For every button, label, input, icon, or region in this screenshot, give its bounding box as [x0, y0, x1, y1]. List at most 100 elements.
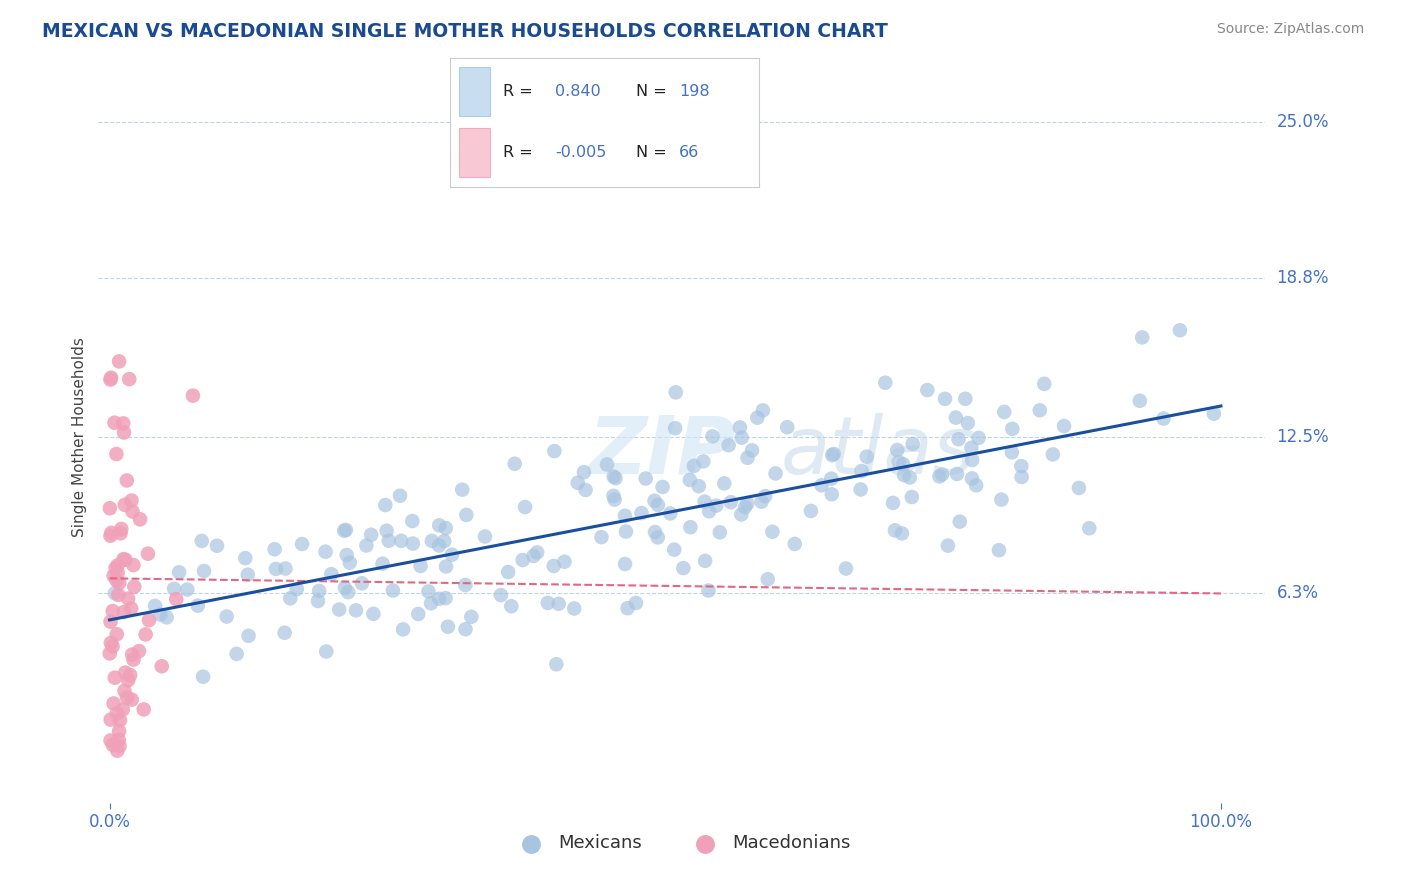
Point [335, 523, 357, 537]
Point [522, 549, 544, 563]
Point [754, 489, 776, 503]
Text: N =: N = [636, 84, 666, 99]
Point [665, 385, 688, 400]
Y-axis label: Single Mother Households: Single Mother Households [72, 337, 87, 537]
Point [730, 508, 752, 522]
Text: -0.005: -0.005 [555, 145, 606, 160]
Point [238, 629, 260, 643]
Point [101, 640, 124, 654]
Point [1001, 445, 1024, 459]
Point [751, 494, 773, 508]
Point [800, 504, 823, 518]
Point [100, 733, 122, 747]
Point [591, 530, 613, 544]
Point [205, 539, 228, 553]
Point [756, 572, 779, 586]
Point [1130, 330, 1153, 344]
Point [100, 525, 122, 540]
Point [851, 464, 873, 478]
Point [135, 627, 157, 641]
Point [377, 533, 399, 548]
Point [104, 586, 127, 600]
Point [562, 601, 585, 615]
Point [264, 562, 287, 576]
Text: R =: R = [502, 84, 533, 99]
Point [875, 376, 897, 390]
Point [388, 489, 411, 503]
Point [128, 644, 150, 658]
Point [108, 739, 131, 753]
Point [100, 529, 122, 543]
Point [427, 518, 450, 533]
Point [917, 383, 939, 397]
Point [339, 556, 361, 570]
Point [273, 625, 295, 640]
Point [114, 684, 136, 698]
Point [717, 438, 740, 452]
Point [679, 473, 702, 487]
Text: ZIP: ZIP [589, 413, 735, 491]
Point [434, 559, 457, 574]
Point [474, 529, 496, 543]
Point [107, 588, 129, 602]
Point [420, 533, 443, 548]
Point [934, 392, 956, 406]
Point [121, 493, 143, 508]
Point [122, 558, 145, 572]
Point [683, 458, 706, 473]
Point [454, 578, 477, 592]
Point [512, 553, 534, 567]
Point [702, 429, 724, 443]
Point [644, 493, 666, 508]
Point [100, 615, 122, 629]
Point [882, 496, 904, 510]
Point [187, 599, 209, 613]
Point [688, 479, 710, 493]
Text: atlas: atlas [782, 413, 976, 491]
Point [893, 468, 915, 483]
Point [117, 673, 139, 688]
Point [105, 744, 128, 758]
Point [392, 623, 415, 637]
Point [375, 524, 398, 538]
Point [946, 467, 969, 481]
Point [936, 539, 959, 553]
Point [713, 476, 735, 491]
Point [114, 553, 136, 567]
Point [1010, 459, 1032, 474]
Point [451, 483, 474, 497]
Point [891, 457, 914, 471]
Point [965, 478, 987, 492]
Point [150, 659, 173, 673]
Point [614, 524, 637, 539]
Point [835, 561, 858, 575]
Point [307, 594, 329, 608]
Point [105, 574, 128, 588]
Point [614, 557, 637, 571]
Point [887, 455, 910, 469]
Point [731, 431, 754, 445]
Point [855, 450, 877, 464]
Point [901, 490, 924, 504]
Point [898, 470, 921, 484]
Point [1033, 376, 1056, 391]
Point [960, 453, 983, 467]
Text: 25.0%: 25.0% [1277, 112, 1329, 131]
Point [350, 576, 373, 591]
Point [647, 530, 669, 544]
Point [371, 557, 394, 571]
Point [136, 547, 159, 561]
Bar [460, 67, 491, 116]
Point [402, 536, 425, 550]
Point [132, 702, 155, 716]
Point [143, 599, 166, 613]
Point [496, 565, 519, 579]
Point [747, 410, 769, 425]
Point [110, 522, 132, 536]
Point [336, 548, 359, 562]
Point [112, 417, 135, 431]
Point [761, 524, 783, 539]
Point [104, 671, 127, 685]
Point [108, 724, 131, 739]
Point [820, 472, 842, 486]
